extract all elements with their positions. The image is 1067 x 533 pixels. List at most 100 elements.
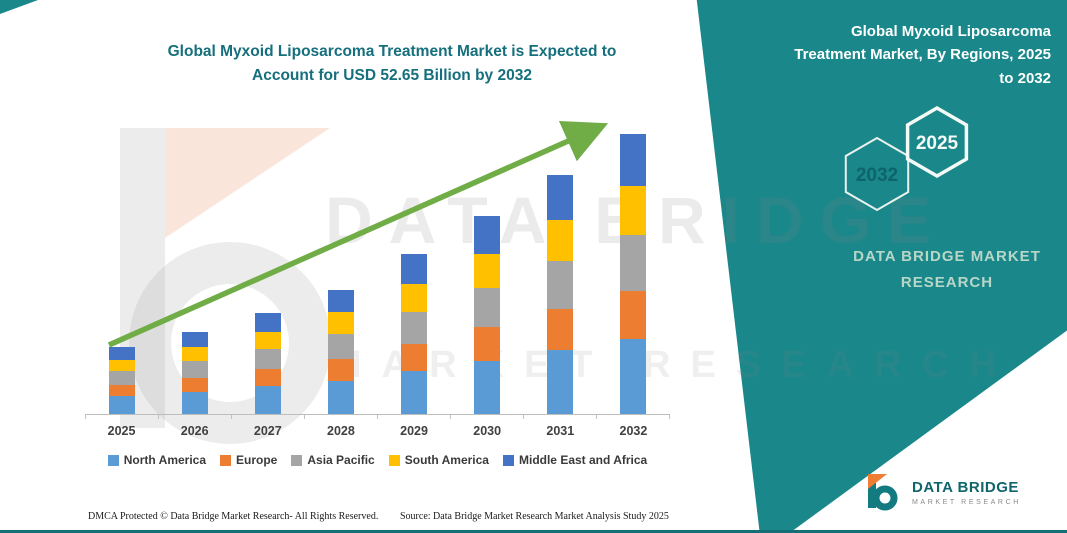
- legend-marker: [388, 454, 400, 466]
- stacked-bar-chart: 2025 2026 2027 2028 2029 2030 2031 2032 North A…: [85, 112, 670, 467]
- bar-segment: [547, 349, 574, 414]
- chart-title-line2: Account for USD 52.65 Billion by 2032: [252, 67, 532, 85]
- stacked-bar-2030: [474, 216, 501, 414]
- bar-segment: [620, 234, 647, 291]
- legend-item: Asia Pacific: [291, 453, 375, 467]
- footer-dmca-text: DMCA Protected © Data Bridge Market Rese…: [88, 511, 379, 522]
- bar-segment: [547, 219, 574, 262]
- bar-segment: [547, 309, 574, 350]
- hexagon-2025: [905, 105, 969, 179]
- bar-segment: [474, 216, 501, 254]
- bar-slot: [597, 112, 670, 414]
- bar-segment: [620, 186, 647, 235]
- watermark-text-line2: MARKET RESEARCH: [330, 344, 1017, 386]
- bar-segment: [620, 290, 647, 339]
- dbmr-logo-name: DATA BRIDGE: [912, 478, 1019, 496]
- legend-label: Asia Pacific: [307, 453, 375, 467]
- side-panel-heading-line3: to 2032: [999, 69, 1051, 87]
- bar-segment: [108, 395, 135, 414]
- axis-tick: [305, 415, 378, 419]
- side-panel-brand-line1: DATA BRIDGE MARKET: [853, 248, 1041, 265]
- side-panel-heading-line2: Treatment Market, By Regions, 2025: [794, 46, 1051, 64]
- stacked-bar-2031: [547, 175, 574, 414]
- x-axis-label: 2027: [253, 424, 282, 438]
- bottom-teal-strip: [0, 530, 1067, 533]
- dbmr-logo-text: DATA BRIDGE MARKET RESEARCH: [912, 479, 1021, 506]
- bar-segment: [327, 380, 354, 414]
- bar-segment: [401, 343, 428, 371]
- x-axis-label: 2025: [107, 424, 136, 438]
- bar-slot: [231, 112, 304, 414]
- chart-title-line1: Global Myxoid Liposarcoma Treatment Mark…: [167, 43, 617, 60]
- bar-slot: [524, 112, 597, 414]
- x-axis-label: 2029: [400, 424, 428, 438]
- stacked-bar-2028: [327, 289, 354, 414]
- bar-segment: [108, 359, 135, 372]
- stacked-bar-2029: [401, 253, 428, 414]
- legend-marker: [220, 454, 232, 466]
- bar-segment: [181, 377, 208, 392]
- bar-segment: [620, 134, 647, 187]
- axis-tick: [451, 415, 524, 419]
- bar-segment: [547, 175, 574, 220]
- x-axis-label: 2032: [619, 424, 648, 438]
- legend-item: Europe: [220, 453, 277, 467]
- dbmr-logo-mark-icon: [868, 474, 898, 511]
- axis-tick: [159, 415, 232, 419]
- ticks-row: [85, 415, 670, 419]
- dbmr-logo-subtitle: MARKET RESEARCH: [912, 498, 1021, 506]
- x-axis-label: 2028: [327, 424, 355, 438]
- stacked-bar-2025: [108, 346, 135, 414]
- side-panel-brand-text: DATA BRIDGE MARKET RESEARCH: [827, 244, 1067, 295]
- legend-marker: [107, 454, 119, 466]
- bar-slot: [378, 112, 451, 414]
- bar-slot: [304, 112, 377, 414]
- bar-segment: [108, 371, 135, 385]
- bar-segment: [181, 391, 208, 414]
- axis-tick: [597, 415, 670, 419]
- x-axis-label: 2030: [473, 424, 502, 438]
- legend-label: Europe: [236, 453, 278, 467]
- bar-slot: [85, 112, 158, 414]
- bar-segment: [474, 327, 501, 361]
- legend-item: North America: [107, 453, 207, 467]
- axis-tick: [86, 415, 159, 419]
- bar-segment: [547, 261, 574, 310]
- legend-label: North America: [123, 453, 207, 467]
- bar-segment: [401, 370, 428, 414]
- legend: North America Europe Asia Pacific South Ame…: [85, 453, 670, 467]
- bar-segment: [401, 284, 428, 312]
- side-panel-brand-line2: RESEARCH: [900, 273, 994, 291]
- bar-segment: [181, 347, 208, 362]
- bar-segment: [108, 384, 135, 396]
- bar-segment: [108, 346, 135, 360]
- bar-segment: [327, 334, 354, 360]
- bar-segment: [254, 349, 281, 370]
- stacked-bar-2026: [181, 331, 208, 414]
- bar-segment: [327, 312, 354, 335]
- bars-row: [85, 112, 670, 415]
- bar-segment: [254, 386, 281, 414]
- legend-item: South America: [388, 453, 489, 467]
- bar-segment: [474, 360, 501, 414]
- year-hexagons: 2032 2025: [844, 105, 969, 212]
- bar-segment: [401, 311, 428, 344]
- legend-marker: [502, 454, 514, 466]
- bar-segment: [474, 253, 501, 288]
- stacked-bar-2027: [254, 312, 281, 414]
- axis-tick: [378, 415, 451, 419]
- dbmr-logo: DATA BRIDGE MARKET RESEARCH: [862, 470, 1021, 514]
- bar-segment: [254, 369, 281, 387]
- footer-source-text: Source: Data Bridge Market Research Mark…: [400, 511, 669, 522]
- bar-segment: [327, 359, 354, 381]
- bar-segment: [474, 287, 501, 328]
- chart-title: Global Myxoid Liposarcoma Treatment Mark…: [118, 40, 666, 88]
- hexagon-2032-label: 2032: [856, 165, 898, 186]
- bar-segment: [327, 289, 354, 313]
- axis-tick: [524, 415, 597, 419]
- side-panel-heading-line1: Global Myxoid Liposarcoma: [850, 23, 1051, 40]
- bar-slot: [451, 112, 524, 414]
- legend-marker: [291, 454, 303, 466]
- stacked-bar-2032: [620, 134, 647, 414]
